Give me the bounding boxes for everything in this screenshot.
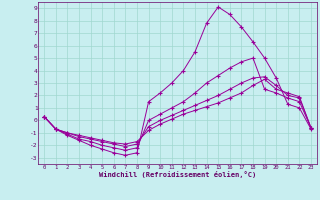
X-axis label: Windchill (Refroidissement éolien,°C): Windchill (Refroidissement éolien,°C)	[99, 171, 256, 178]
